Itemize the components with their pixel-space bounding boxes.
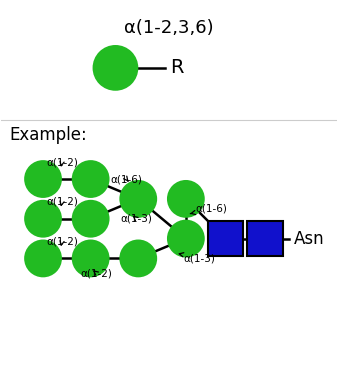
Text: α(1-2): α(1-2) <box>46 237 78 247</box>
Text: α(1-3): α(1-3) <box>179 253 215 264</box>
Text: α(1-2,3,6): α(1-2,3,6) <box>124 19 214 37</box>
Circle shape <box>168 221 204 257</box>
Text: α(1-3): α(1-3) <box>120 214 152 224</box>
Bar <box>208 221 243 257</box>
Text: α(1-6): α(1-6) <box>190 204 228 215</box>
Circle shape <box>25 201 61 237</box>
Text: R: R <box>170 58 184 77</box>
Text: Asn: Asn <box>294 230 324 248</box>
Circle shape <box>120 181 156 217</box>
Circle shape <box>73 240 108 276</box>
Circle shape <box>25 240 61 276</box>
Text: α(1-6): α(1-6) <box>111 174 142 184</box>
Text: α(1-2): α(1-2) <box>46 157 78 167</box>
Circle shape <box>25 161 61 197</box>
Text: Example:: Example: <box>9 126 87 144</box>
Bar <box>247 221 283 257</box>
Circle shape <box>94 46 137 90</box>
Text: α(1-2): α(1-2) <box>81 268 113 278</box>
Circle shape <box>120 240 156 276</box>
Circle shape <box>168 181 204 217</box>
Text: α(1-2): α(1-2) <box>46 197 78 207</box>
Circle shape <box>73 161 108 197</box>
Circle shape <box>73 201 108 237</box>
